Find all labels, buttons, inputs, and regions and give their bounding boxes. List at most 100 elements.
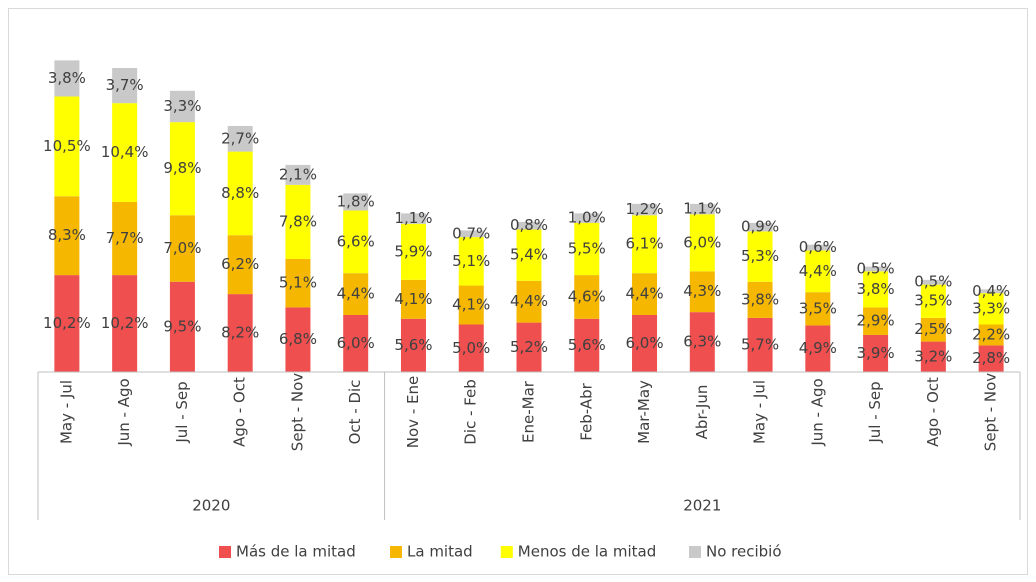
bar-segment [285, 258, 311, 308]
x-tick-label: May - Jul [751, 380, 769, 444]
bar-segment [516, 280, 542, 323]
data-label: 4,9% [799, 339, 837, 357]
x-tick-label: Abr-Jun [693, 385, 711, 440]
x-tick-label: May - Jul [57, 380, 75, 444]
bar-segment [516, 229, 542, 281]
bar-segment [863, 271, 889, 308]
x-tick-label: Feb-Abr [577, 382, 595, 440]
data-label: 6,1% [625, 235, 663, 253]
bar-segment [516, 322, 542, 372]
bar-segment [285, 307, 311, 372]
data-label: 3,8% [741, 290, 779, 308]
bar-segment [54, 275, 80, 372]
data-label: 2,7% [221, 129, 259, 147]
data-label: 7,7% [106, 229, 144, 247]
data-label: 10,2% [101, 314, 149, 332]
bar-segment [400, 279, 426, 319]
x-tick-label: Nov - Ene [404, 376, 422, 448]
x-tick-label: Ago - Oct [924, 377, 942, 447]
bar-segment [747, 222, 773, 232]
legend-swatch [500, 546, 513, 558]
bar-segment [574, 213, 600, 223]
x-tick-label: Oct - Dic [346, 380, 364, 445]
data-label: 2,1% [279, 165, 317, 183]
bar-segment [112, 275, 138, 372]
data-label: 5,6% [394, 336, 432, 354]
bar-segment [920, 284, 946, 318]
legend-label: La mitad [407, 543, 473, 561]
data-label: 6,0% [337, 334, 375, 352]
data-label: 4,4% [625, 285, 663, 303]
bar-segment [863, 266, 889, 272]
bar-segment [169, 90, 195, 123]
bar-segment [805, 325, 831, 372]
data-label: 8,8% [221, 184, 259, 202]
bar-segment [227, 125, 253, 152]
data-label: 5,4% [510, 246, 548, 264]
bar-segment [632, 203, 658, 216]
bar-segment [112, 103, 138, 202]
data-label: 2,8% [972, 349, 1010, 367]
data-label: 10,5% [43, 137, 91, 155]
bar-segment [747, 317, 773, 372]
data-label: 3,3% [163, 97, 201, 115]
legend-label: Más de la mitad [236, 543, 356, 561]
data-label: 0,9% [741, 218, 779, 236]
data-label: 0,7% [452, 224, 490, 242]
data-label: 5,5% [568, 239, 606, 257]
data-label: 3,2% [914, 347, 952, 365]
legend-swatch [390, 546, 402, 558]
bar-segment [112, 68, 138, 104]
x-tick-label: Ago - Oct [231, 377, 249, 447]
data-label: 2,5% [914, 320, 952, 338]
bar-segment [632, 315, 658, 372]
bar-segment [458, 285, 484, 325]
data-label: 5,6% [568, 336, 606, 354]
bar-segment [343, 273, 369, 315]
data-label: 8,3% [48, 226, 86, 244]
data-label: 3,9% [857, 344, 895, 362]
group-label: 2020 [192, 497, 230, 515]
data-label: 3,3% [972, 299, 1010, 317]
data-label: 0,8% [510, 216, 548, 234]
data-label: 6,3% [683, 333, 721, 351]
bar-segment [400, 318, 426, 372]
bar-segment [227, 235, 253, 295]
data-label: 4,4% [799, 262, 837, 280]
data-label: 9,5% [163, 317, 201, 335]
bar-segment [632, 215, 658, 274]
bar-segment [458, 230, 484, 238]
bar-segment [400, 213, 426, 224]
data-label: 9,8% [163, 159, 201, 177]
data-label: 0,6% [799, 238, 837, 256]
bar-segment [920, 317, 946, 342]
legend-swatch [219, 546, 231, 558]
data-label: 6,8% [279, 330, 317, 348]
bar-segment [54, 96, 80, 197]
bar-segment [574, 318, 600, 372]
bar-segment [458, 237, 484, 286]
data-label: 6,0% [683, 233, 721, 251]
data-label: 7,0% [163, 239, 201, 257]
data-label: 3,5% [914, 292, 952, 310]
x-tick-label: Jun - Ago [808, 378, 826, 446]
data-label: 6,0% [625, 334, 663, 352]
data-label: 0,5% [857, 259, 895, 277]
data-label: 4,3% [683, 282, 721, 300]
data-label: 3,8% [48, 69, 86, 87]
bar-segment [343, 315, 369, 372]
data-label: 5,1% [279, 274, 317, 292]
bar-segment [805, 250, 831, 293]
bar-segment [285, 184, 311, 259]
group-label: 2021 [683, 497, 721, 515]
bar-segment [863, 334, 889, 372]
bar-segment [285, 164, 311, 185]
bar-segment [632, 273, 658, 315]
data-label: 5,7% [741, 335, 779, 353]
data-label: 4,4% [337, 285, 375, 303]
bar-segment [112, 201, 138, 276]
bar-segment [978, 324, 1004, 346]
data-label: 2,9% [857, 312, 895, 330]
bar-segment [169, 281, 195, 372]
bar-segment [169, 122, 195, 216]
